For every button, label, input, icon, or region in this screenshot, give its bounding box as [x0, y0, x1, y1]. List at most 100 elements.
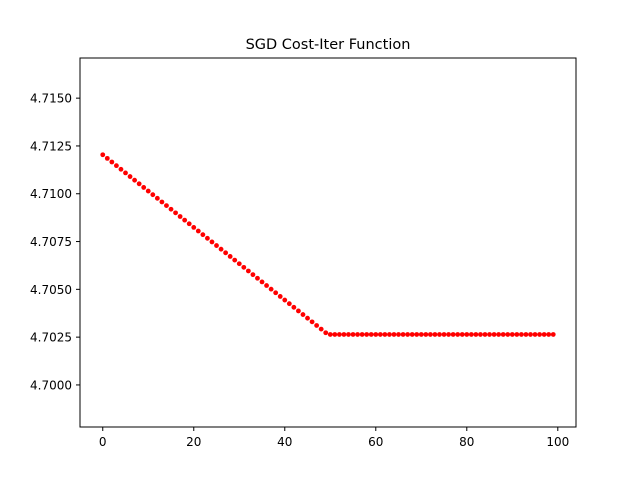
y-axis: 4.7000 4.7025 4.7050 4.7075 4.7100 4.7125 4.71… [30, 92, 80, 392]
data-point [341, 332, 347, 337]
data-point [264, 283, 269, 288]
data-point [509, 332, 515, 337]
plot-area-frame [79, 57, 577, 428]
data-point [532, 332, 538, 337]
data-point [136, 181, 142, 187]
data-point [314, 323, 320, 328]
data-point [245, 268, 251, 274]
x-tick-label: 40 [277, 435, 292, 449]
data-point [227, 254, 233, 259]
data-point [296, 308, 301, 314]
y-tick-label: 4.7050 [30, 283, 72, 297]
data-point [500, 332, 506, 337]
data-point [232, 257, 238, 263]
data-point [323, 330, 329, 336]
data-point [446, 332, 451, 337]
data-point [332, 332, 338, 337]
data-point [487, 332, 492, 337]
data-point [450, 332, 456, 337]
data-point [286, 301, 292, 307]
data-point [514, 332, 520, 337]
data-point [127, 174, 133, 179]
data-point [214, 243, 219, 248]
data-point [100, 152, 106, 158]
data-point [259, 279, 265, 285]
data-point [173, 210, 178, 216]
data-point [528, 332, 533, 337]
data-point [118, 166, 124, 172]
y-tick-label: 4.7025 [30, 331, 72, 345]
data-point [327, 332, 333, 337]
data-point [391, 332, 397, 337]
data-point [177, 214, 183, 219]
data-point [437, 332, 442, 337]
data-point [309, 319, 315, 325]
data-point [377, 332, 383, 337]
data-point [205, 235, 210, 241]
data-point [373, 332, 379, 337]
data-point [200, 232, 206, 238]
data-point [523, 332, 529, 337]
data-point [473, 332, 479, 337]
data-point [123, 170, 128, 176]
data-point [505, 332, 511, 337]
x-tick-label: 80 [459, 435, 474, 449]
data-point [209, 239, 215, 245]
y-tick-label: 4.7125 [30, 139, 72, 153]
data-point [236, 261, 242, 267]
y-tick-label: 4.7150 [30, 92, 72, 106]
data-point [182, 217, 188, 223]
data-point [496, 332, 502, 337]
x-axis: 0 20 40 60 80 100 [99, 427, 569, 449]
data-point [368, 332, 374, 337]
data-point [268, 286, 274, 292]
x-tick-label: 60 [368, 435, 383, 449]
data-point [300, 312, 306, 317]
data-point [168, 206, 174, 212]
data-point [195, 228, 201, 234]
data-point [291, 304, 297, 310]
data-point [518, 332, 524, 337]
data-point [336, 332, 342, 337]
data-point [186, 221, 192, 227]
data-point [318, 326, 324, 332]
data-point [387, 332, 392, 337]
data-point [468, 332, 474, 337]
data-point [409, 332, 415, 337]
data-point [359, 332, 365, 337]
data-point [114, 163, 119, 169]
data-point [414, 332, 420, 337]
x-tick-label: 100 [546, 435, 569, 449]
data-point [364, 332, 370, 337]
data-point [218, 246, 224, 252]
data-point [482, 332, 488, 337]
data-point [418, 332, 424, 337]
data-point [400, 332, 406, 337]
data-point [464, 332, 470, 337]
data-point [109, 159, 115, 165]
data-point [154, 195, 160, 201]
data-point [423, 332, 429, 337]
chart-title: SGD Cost-Iter Function [246, 37, 411, 53]
data-point [478, 332, 483, 337]
data-point [459, 332, 465, 337]
data-point [132, 177, 138, 183]
data-point [346, 332, 351, 337]
data-point [432, 332, 438, 337]
data-point [550, 332, 556, 337]
data-point [427, 332, 433, 337]
data-point [405, 332, 411, 337]
data-point [159, 199, 165, 205]
x-tick-label: 20 [186, 435, 201, 449]
data-point [191, 224, 197, 230]
data-point [150, 192, 156, 198]
data-point [455, 332, 461, 337]
data-point [104, 155, 110, 161]
data-point [355, 332, 360, 337]
data-point [255, 275, 260, 281]
data-point [273, 290, 279, 296]
data-point [250, 272, 256, 278]
data-point [541, 332, 547, 337]
y-tick-label: 4.7075 [30, 235, 72, 249]
